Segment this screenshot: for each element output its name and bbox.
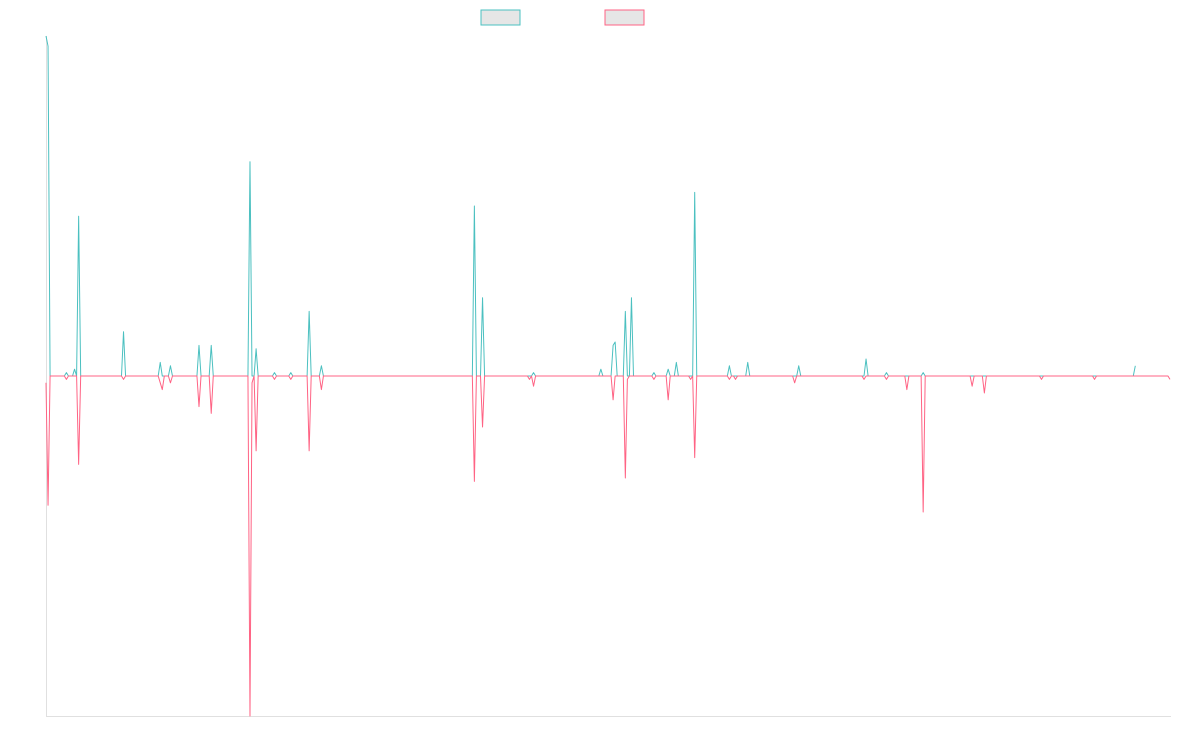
legend: [480, 9, 645, 26]
legend-swatch-series-1[interactable]: [480, 9, 521, 26]
series-line-1: [45, 35, 1136, 377]
plot-area: [45, 35, 1171, 717]
series-line-2: [45, 375, 1171, 717]
axes: [46, 36, 1171, 717]
legend-swatch-series-2[interactable]: [604, 9, 645, 26]
